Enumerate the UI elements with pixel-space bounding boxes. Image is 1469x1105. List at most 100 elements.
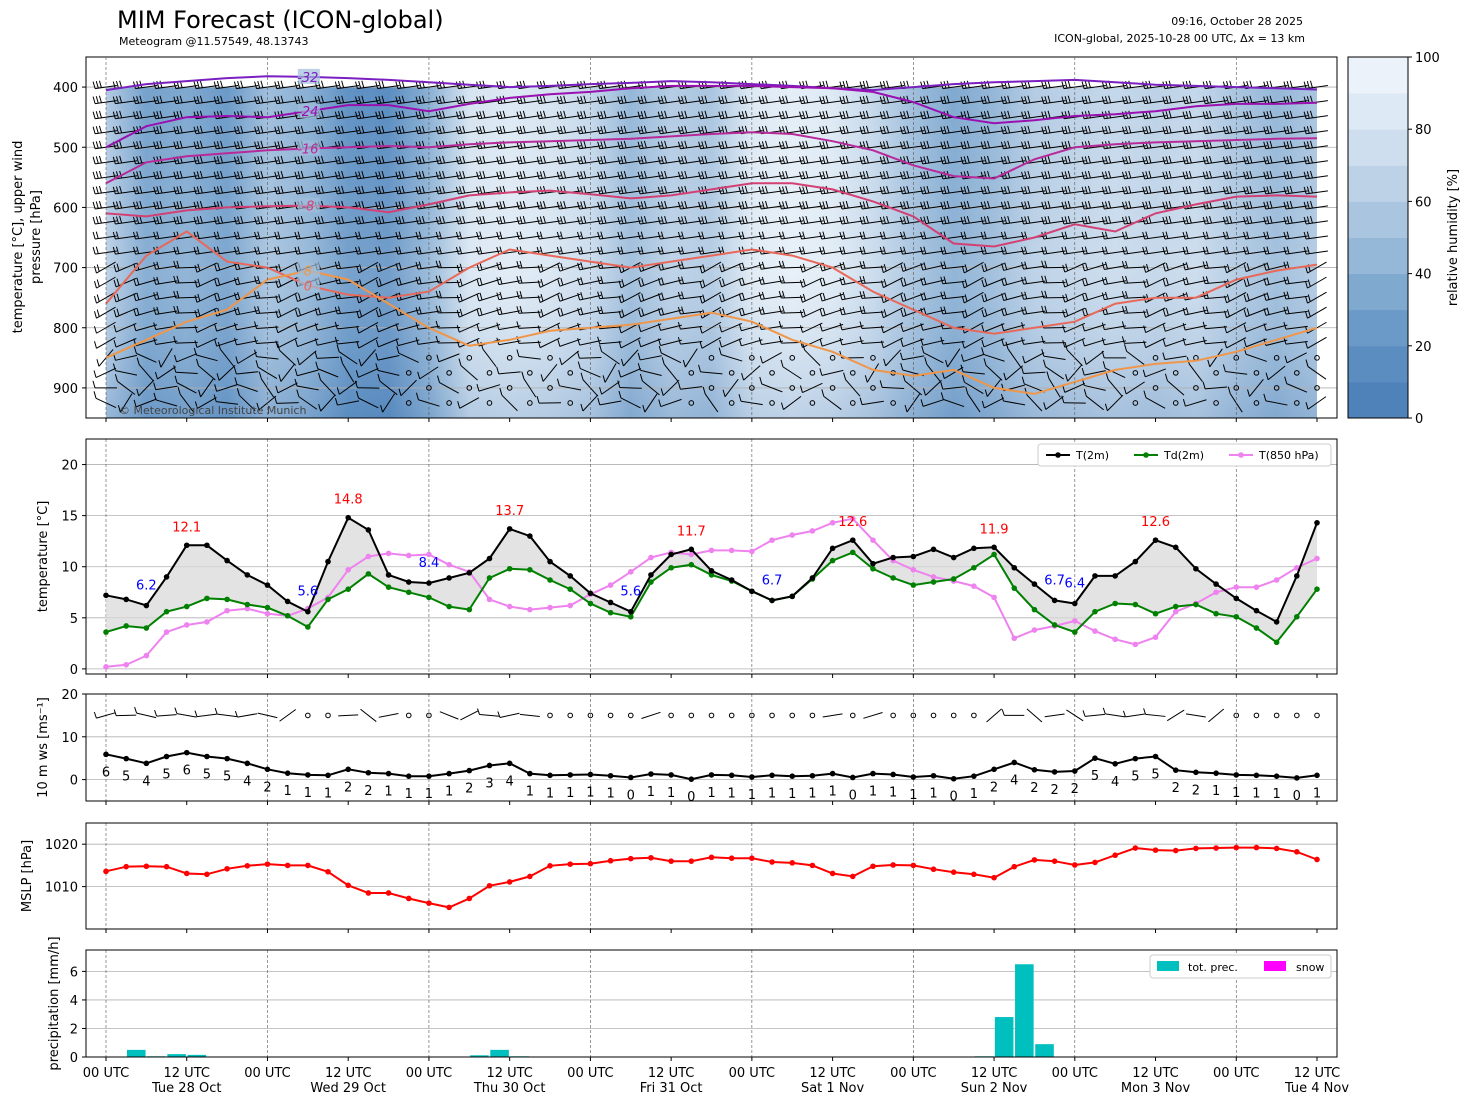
wind-barb-flag	[1041, 216, 1045, 225]
data-point	[991, 544, 997, 551]
wind-barb-flag	[378, 278, 382, 286]
wind-barb-flag	[119, 80, 123, 88]
wind-barb-flag	[657, 126, 661, 134]
wind-barb-shaft	[160, 348, 173, 368]
wind-barb-flag	[563, 170, 567, 179]
wind-barb-shaft	[1265, 205, 1288, 210]
wind-barb-flag	[1263, 278, 1267, 286]
wind-barb-flag	[176, 111, 180, 119]
data-point	[1011, 863, 1018, 870]
wind-barb-flag	[216, 126, 220, 134]
wind-barb-flag	[260, 155, 264, 164]
series-group	[103, 844, 1320, 911]
wind-barb-flag	[257, 291, 261, 299]
wind-barb-shaft	[1045, 366, 1065, 380]
wind-barb-flag	[193, 81, 197, 89]
wind-barb-flag	[1304, 311, 1308, 319]
wind-barb-shaft	[1104, 115, 1127, 120]
wind-barb-shaft	[882, 220, 905, 225]
wind-barb-flag	[640, 246, 644, 254]
wind-barb-shaft	[720, 235, 743, 240]
wind-barb-shaft	[1023, 340, 1046, 345]
wind-barb-flag	[1143, 390, 1147, 398]
wind-barb-flag	[401, 95, 405, 103]
wind-barb-flag	[966, 155, 970, 164]
wind-barb-flag	[401, 215, 405, 224]
wind-barb-flag	[275, 280, 279, 288]
wind-barb-flag	[1222, 231, 1226, 240]
wind-barb-flag	[859, 156, 863, 164]
wind-barb-flag	[213, 141, 217, 149]
wind-barb-flag	[274, 156, 278, 164]
wind-barb-shaft	[862, 235, 884, 240]
wind-barb-flag	[1125, 260, 1129, 269]
wind-barb-flag	[139, 215, 143, 224]
wind-barb-shaft	[801, 145, 824, 150]
wind-barb-flag	[980, 111, 984, 119]
wind-barb-flag	[738, 141, 742, 149]
wind-barb-flag	[882, 81, 886, 89]
wind-barb-flag	[643, 110, 647, 118]
wind-barb-flag	[95, 246, 99, 254]
data-point	[870, 770, 876, 777]
wind-barb-shaft	[1245, 235, 1268, 240]
wind-barb-flag	[980, 201, 984, 210]
wind-barb-flag	[294, 96, 298, 104]
legend-label: T(850 hPa)	[1258, 449, 1319, 462]
wind-barb-flag	[617, 231, 621, 240]
wind-barb-shaft	[700, 190, 723, 195]
wind-barb-flag	[415, 246, 419, 255]
y-axis-label: 10 m ws [ms⁻¹]	[36, 697, 51, 798]
wind-barb-flag	[741, 277, 745, 285]
wind-barb-shaft	[397, 309, 420, 317]
wind-barb-flag	[361, 170, 365, 179]
wind-barb-flag	[637, 126, 641, 134]
wind-barb-flag	[1081, 246, 1085, 255]
wind-barb-flag	[359, 264, 363, 272]
wind-barb-flag	[882, 111, 886, 119]
wind-barb-flag	[320, 95, 324, 103]
wind-barb-flag	[664, 155, 668, 164]
wind-barb-flag	[677, 156, 681, 164]
wind-barb-shaft	[377, 115, 400, 120]
data-point	[204, 753, 210, 760]
data-point	[749, 774, 755, 780]
wind-barb-flag	[1266, 231, 1270, 239]
wind-barb-flag	[761, 186, 765, 194]
wind-barb-flag	[822, 231, 826, 239]
wind-barb-flag	[1021, 277, 1025, 285]
wind-barb-shaft	[1104, 100, 1127, 105]
wind-barb-shaft	[962, 100, 985, 105]
wind-barb-shaft	[379, 380, 398, 396]
wind-barb-shaft	[296, 85, 319, 90]
calm-wind-icon	[930, 712, 937, 719]
wind-barb-flag	[780, 402, 784, 410]
wind-barb-flag	[1202, 291, 1206, 299]
wind-barb-flag	[257, 141, 261, 149]
wind-barb-flag	[479, 231, 483, 239]
wind-barb-flag	[1162, 171, 1166, 180]
wind-barb-flag	[378, 201, 382, 209]
wind-barb-flag	[1108, 185, 1112, 194]
wind-barb-shaft	[296, 175, 319, 180]
wind-barb-flag	[620, 111, 624, 119]
wind-barb-shaft	[801, 250, 824, 255]
wind-barb-flag	[1243, 96, 1247, 104]
wind-barb-shaft	[136, 712, 157, 719]
wind-barb-shaft	[680, 145, 703, 150]
wind-barb-shaft	[117, 380, 136, 395]
wind-barb-flag	[398, 81, 402, 89]
wind-barb-shaft	[1185, 264, 1207, 271]
wind-barb-flag	[1143, 708, 1147, 715]
wind-barb-flag	[839, 246, 843, 255]
wind-barb-shaft	[317, 220, 339, 225]
wind-barb-flag	[802, 293, 806, 302]
data-point	[426, 900, 432, 906]
wind-barb-flag	[945, 359, 949, 368]
wind-barb-flag	[1165, 231, 1169, 239]
data-point	[1092, 755, 1098, 761]
wind-barb-flag	[819, 96, 823, 104]
wind-barb-flag	[741, 231, 745, 239]
wind-barb-shaft	[438, 190, 461, 195]
wind-barb-flag	[842, 201, 846, 209]
